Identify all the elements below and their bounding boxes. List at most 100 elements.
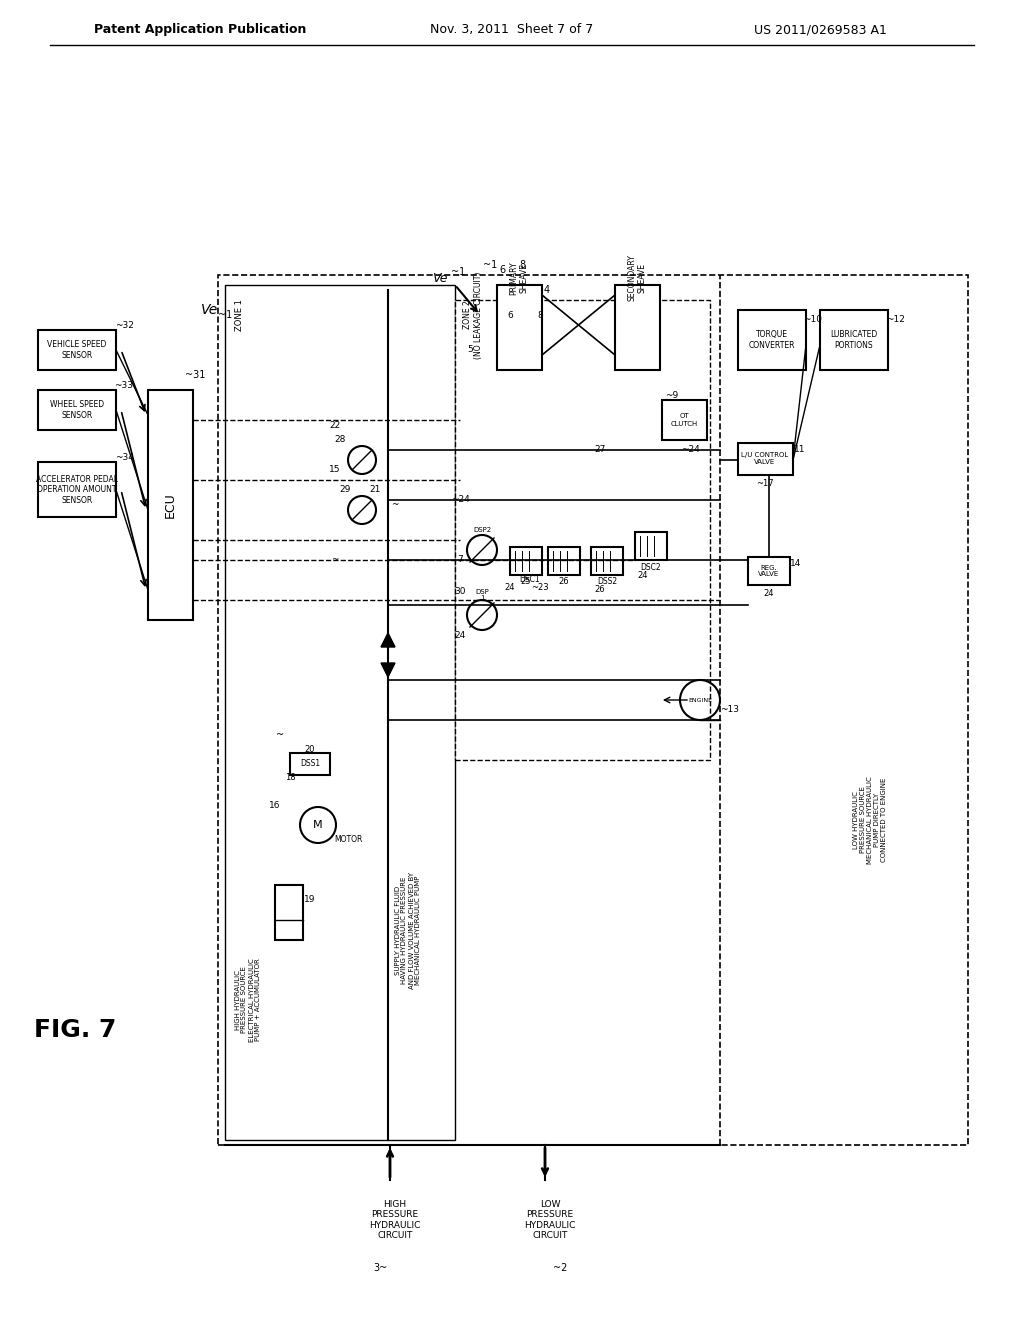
Text: ~31: ~31 — [185, 370, 206, 380]
Text: 21: 21 — [370, 486, 381, 495]
Text: ECU: ECU — [164, 492, 177, 517]
Bar — [38, 330, 116, 370]
Text: DSC1: DSC1 — [520, 576, 541, 585]
Bar — [738, 310, 806, 370]
Text: PRIMARY
SHEAVE: PRIMARY SHEAVE — [509, 261, 528, 294]
Bar — [548, 546, 580, 576]
Text: 26: 26 — [595, 586, 605, 594]
Text: 28: 28 — [334, 436, 346, 445]
Text: ~17: ~17 — [756, 479, 774, 487]
Text: 24: 24 — [455, 631, 466, 639]
Bar — [225, 285, 455, 1140]
Text: L/U CONTROL
VALVE: L/U CONTROL VALVE — [741, 453, 788, 466]
Text: 30: 30 — [455, 587, 466, 597]
Text: HIGH HYDRAULIC
PRESSURE SOURCE
ELECTRICAL HYDRAULIC
PUMP + ACCUMULATOR: HIGH HYDRAULIC PRESSURE SOURCE ELECTRICA… — [234, 958, 261, 1041]
Polygon shape — [381, 663, 395, 677]
Text: 24: 24 — [764, 589, 774, 598]
Text: TORQUE
CONVERTER: TORQUE CONVERTER — [749, 330, 796, 350]
Bar — [591, 546, 623, 576]
Text: LOW
PRESSURE
HYDRAULIC
CIRCUIT: LOW PRESSURE HYDRAULIC CIRCUIT — [524, 1200, 575, 1239]
Text: M: M — [313, 820, 323, 830]
Text: 29: 29 — [339, 486, 350, 495]
Text: 8: 8 — [519, 260, 525, 271]
Text: ACCELERATOR PEDAL
OPERATION AMOUNT
SENSOR: ACCELERATOR PEDAL OPERATION AMOUNT SENSO… — [36, 475, 118, 504]
Text: 20: 20 — [305, 746, 315, 755]
Text: 8: 8 — [538, 310, 543, 319]
Text: VEHICLE SPEED
SENSOR: VEHICLE SPEED SENSOR — [47, 341, 106, 360]
Text: FIG. 7: FIG. 7 — [34, 1018, 116, 1041]
Text: ~: ~ — [331, 556, 339, 565]
Bar — [738, 444, 793, 475]
Bar — [275, 884, 303, 940]
Text: DSS1: DSS1 — [300, 759, 321, 768]
Text: ~9: ~9 — [666, 391, 679, 400]
Text: 25: 25 — [521, 578, 531, 586]
Text: ~32: ~32 — [115, 321, 133, 330]
Text: ~12: ~12 — [886, 315, 904, 325]
Text: ~2: ~2 — [553, 1263, 567, 1272]
Polygon shape — [381, 634, 395, 647]
Text: DSS2: DSS2 — [597, 578, 617, 586]
Text: 3~: 3~ — [373, 1263, 387, 1272]
Text: 14: 14 — [791, 558, 802, 568]
Text: ~33: ~33 — [115, 380, 133, 389]
Text: 26: 26 — [559, 578, 569, 586]
Text: ~1: ~1 — [483, 260, 497, 271]
Bar — [148, 389, 193, 620]
Text: ~: ~ — [275, 730, 284, 741]
Bar — [38, 389, 116, 430]
Text: OT
CLUTCH: OT CLUTCH — [671, 413, 697, 426]
Text: ~: ~ — [391, 500, 398, 510]
Bar — [510, 546, 542, 576]
Text: ZONE 1: ZONE 1 — [234, 300, 244, 331]
Text: ~24: ~24 — [451, 495, 469, 504]
Text: WHEEL SPEED
SENSOR: WHEEL SPEED SENSOR — [50, 400, 104, 420]
Text: 11: 11 — [795, 446, 806, 454]
Bar — [820, 310, 888, 370]
Text: MOTOR: MOTOR — [334, 836, 362, 845]
Text: LOW HYDRAULIC
PRESSURE SOURCE
MECHANICAL HYDRAULIC
PUMP DIRECTLY
CONNECTED TO EN: LOW HYDRAULIC PRESSURE SOURCE MECHANICAL… — [853, 776, 887, 863]
Bar — [290, 752, 330, 775]
Bar — [635, 532, 667, 560]
Text: US 2011/0269583 A1: US 2011/0269583 A1 — [754, 24, 887, 37]
Text: 24: 24 — [505, 583, 515, 593]
Text: ~1: ~1 — [218, 310, 232, 319]
Text: 6: 6 — [507, 310, 513, 319]
Text: 24: 24 — [638, 570, 648, 579]
Text: ~24: ~24 — [681, 446, 699, 454]
Bar — [615, 285, 660, 370]
Text: LUBRICATED
PORTIONS: LUBRICATED PORTIONS — [830, 330, 878, 350]
Text: Nov. 3, 2011  Sheet 7 of 7: Nov. 3, 2011 Sheet 7 of 7 — [430, 24, 594, 37]
Text: DSP
1: DSP 1 — [475, 589, 488, 602]
Text: 5: 5 — [467, 346, 473, 355]
Text: ~23: ~23 — [531, 583, 549, 593]
Bar — [455, 300, 710, 760]
Bar — [748, 557, 790, 585]
Text: 19: 19 — [304, 895, 315, 904]
Text: 27: 27 — [594, 446, 605, 454]
Text: 18: 18 — [285, 774, 295, 783]
Text: ~34: ~34 — [115, 454, 133, 462]
Text: ~13: ~13 — [721, 705, 739, 714]
Text: 16: 16 — [269, 800, 281, 809]
Text: REG.
VALVE: REG. VALVE — [759, 565, 779, 578]
Text: Ve: Ve — [202, 304, 219, 317]
Bar — [662, 400, 707, 440]
Text: ~10: ~10 — [804, 315, 822, 325]
Bar — [38, 462, 116, 517]
Bar — [218, 275, 968, 1144]
Text: Ve: Ve — [432, 272, 447, 285]
Bar — [497, 285, 542, 370]
Text: 22: 22 — [330, 421, 341, 429]
Text: SECONDARY
SHEAVE: SECONDARY SHEAVE — [628, 255, 647, 301]
Text: ZONE 2
(NO LEAKAGE CIRCUIT): ZONE 2 (NO LEAKAGE CIRCUIT) — [463, 272, 482, 359]
Text: 4: 4 — [544, 285, 550, 294]
Text: DSP2: DSP2 — [473, 527, 492, 533]
Text: HIGH
PRESSURE
HYDRAULIC
CIRCUIT: HIGH PRESSURE HYDRAULIC CIRCUIT — [370, 1200, 421, 1239]
Text: 7: 7 — [457, 556, 463, 565]
Text: ~1: ~1 — [451, 267, 465, 277]
Text: ENGINE: ENGINE — [688, 697, 712, 702]
Text: SUPPLY HYDRAULIC FLUID
HAVING HYDRAULIC PRESSURE
AND FLOW VOLUME ACHIEVED BY
MEC: SUPPLY HYDRAULIC FLUID HAVING HYDRAULIC … — [394, 871, 422, 989]
Text: Patent Application Publication: Patent Application Publication — [94, 24, 306, 37]
Text: DSC2: DSC2 — [641, 562, 662, 572]
